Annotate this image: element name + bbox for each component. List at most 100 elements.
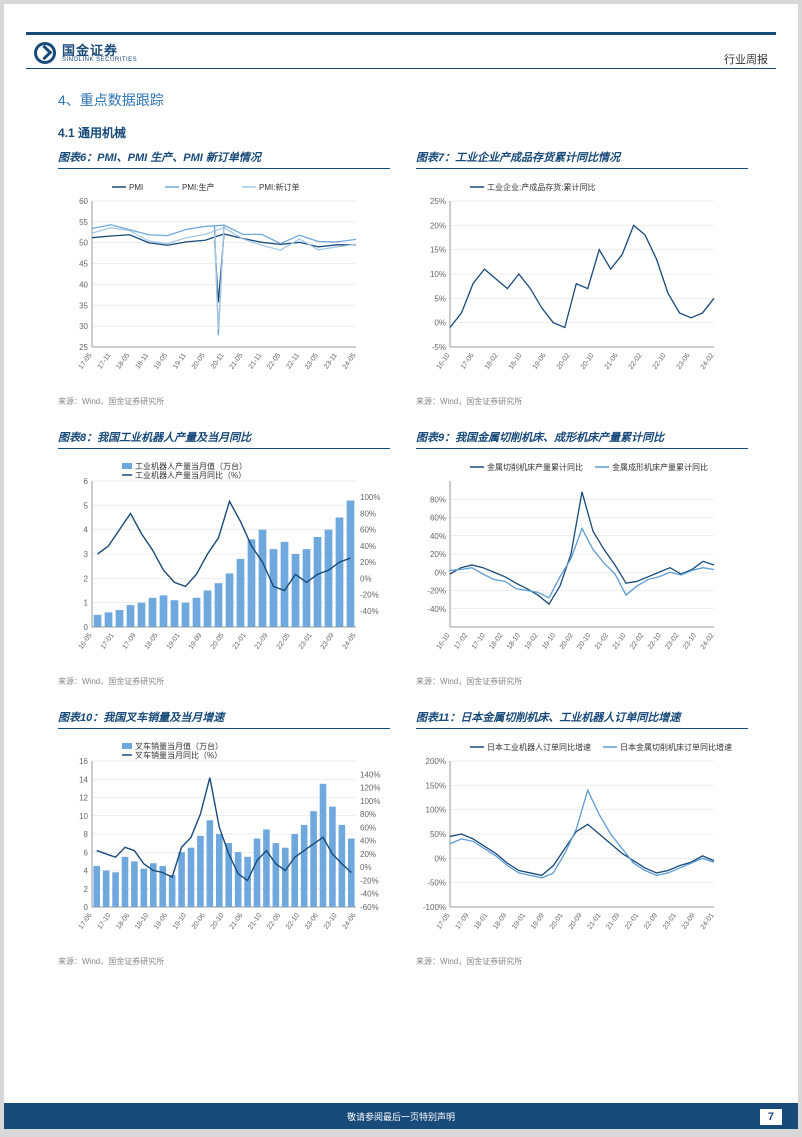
svg-text:22-05: 22-05 [266, 352, 282, 371]
svg-text:17-05: 17-05 [78, 352, 94, 371]
svg-text:0%: 0% [360, 574, 372, 583]
svg-text:20-09: 20-09 [568, 912, 584, 931]
svg-text:PMI:新订单: PMI:新订单 [259, 182, 299, 192]
chart-grid: 图表6：PMI、PMI 生产、PMI 新订单情况 253035404550556… [58, 149, 744, 967]
chart-svg: -5%0%5%10%15%20%25%16-1017-0618-0218-101… [416, 173, 748, 393]
top-bar [26, 32, 776, 35]
svg-text:21-01: 21-01 [586, 912, 602, 931]
chart-svg: -40%-20%0%20%40%60%80%16-1017-0217-1018-… [416, 453, 748, 673]
chart-svg: 0123456-40%-20%0%20%40%60%80%100%16-0517… [58, 453, 390, 673]
svg-text:100%: 100% [360, 493, 380, 502]
section-title: 4、重点数据跟踪 [58, 90, 744, 110]
svg-text:10%: 10% [430, 270, 446, 279]
svg-text:21-02: 21-02 [594, 632, 610, 651]
svg-text:20%: 20% [430, 221, 446, 230]
svg-text:4: 4 [84, 867, 89, 876]
svg-text:23-09: 23-09 [320, 632, 336, 651]
svg-text:35: 35 [79, 301, 88, 310]
footer: 敬请参阅最后一页特别声明 7 [4, 1103, 798, 1129]
chart-title: 图表8：我国工业机器人产量及当月同比 [58, 429, 390, 449]
chart-title: 图表6：PMI、PMI 生产、PMI 新订单情况 [58, 149, 390, 169]
svg-text:22-11: 22-11 [285, 352, 301, 370]
svg-text:17-09: 17-09 [454, 912, 470, 931]
chart-source: 来源：Wind，国金证券研究所 [416, 676, 748, 687]
svg-text:19-11: 19-11 [172, 352, 188, 370]
svg-text:25: 25 [79, 343, 88, 352]
svg-text:20-11: 20-11 [210, 352, 226, 370]
svg-text:工业企业:产成品存货:累计同比: 工业企业:产成品存货:累计同比 [487, 182, 595, 192]
header-rule [26, 68, 776, 69]
svg-text:工业机器人产量当月同比（%）: 工业机器人产量当月同比（%） [135, 470, 246, 480]
svg-text:120%: 120% [360, 784, 380, 793]
svg-text:17-10: 17-10 [471, 632, 487, 651]
chart-svg: 0246810121416-60%-40%-20%0%20%40%60%80%1… [58, 733, 390, 953]
svg-text:80%: 80% [360, 810, 376, 819]
svg-text:6: 6 [84, 848, 89, 857]
svg-text:23-05: 23-05 [304, 352, 320, 371]
svg-text:100%: 100% [426, 806, 446, 815]
chart-svg: -100%-50%0%50%100%150%200%17-0517-0918-0… [416, 733, 748, 953]
svg-text:-20%: -20% [360, 876, 379, 885]
svg-text:0%: 0% [434, 319, 446, 328]
svg-text:19-02: 19-02 [524, 632, 540, 651]
chart-title: 图表9：我国金属切削机床、成形机床产量累计同比 [416, 429, 748, 449]
svg-text:日本金属切削机床订单同比增速: 日本金属切削机床订单同比增速 [620, 742, 732, 752]
svg-text:100%: 100% [360, 797, 380, 806]
svg-text:21-05: 21-05 [228, 352, 244, 371]
chart-title: 图表7：工业企业产成品存货累计同比情况 [416, 149, 748, 169]
svg-text:23-09: 23-09 [681, 912, 697, 931]
svg-text:18-10: 18-10 [508, 352, 524, 371]
svg-text:50%: 50% [430, 830, 446, 839]
svg-text:17-01: 17-01 [100, 632, 116, 651]
svg-text:14: 14 [79, 775, 88, 784]
svg-text:19-01: 19-01 [511, 912, 527, 931]
svg-text:20%: 20% [430, 550, 446, 559]
chart-11: 图表11：日本金属切削机床、工业机器人订单同比增速 -100%-50%0%50%… [416, 709, 748, 967]
svg-text:0%: 0% [360, 863, 372, 872]
chart-source: 来源：Wind，国金证券研究所 [416, 396, 748, 407]
svg-text:PMI:生产: PMI:生产 [182, 182, 214, 192]
svg-text:24-01: 24-01 [700, 912, 716, 931]
svg-text:23-01: 23-01 [662, 912, 678, 931]
svg-text:PMI: PMI [129, 183, 143, 192]
svg-text:19-06: 19-06 [153, 912, 169, 931]
svg-text:24-05: 24-05 [342, 632, 358, 651]
svg-text:日本工业机器人订单同比增速: 日本工业机器人订单同比增速 [487, 742, 591, 752]
svg-text:22-10: 22-10 [285, 912, 301, 931]
chart-7: 图表7：工业企业产成品存货累计同比情况 -5%0%5%10%15%20%25%1… [416, 149, 748, 407]
svg-text:16: 16 [79, 757, 88, 766]
svg-text:17-09: 17-09 [122, 632, 138, 651]
svg-text:20-05: 20-05 [191, 352, 207, 371]
svg-text:20-10: 20-10 [576, 632, 592, 651]
svg-text:0: 0 [84, 623, 89, 632]
subsection-title: 4.1 通用机械 [58, 124, 744, 141]
footer-text: 敬请参阅最后一页特别声明 [347, 1110, 455, 1123]
logo: 国金证券 SINOLINK SECURITIES [34, 42, 137, 64]
svg-text:-40%: -40% [360, 607, 379, 616]
svg-text:140%: 140% [360, 770, 380, 779]
chart-title: 图表11：日本金属切削机床、工业机器人订单同比增速 [416, 709, 748, 729]
svg-text:150%: 150% [426, 781, 446, 790]
svg-text:21-09: 21-09 [605, 912, 621, 931]
svg-text:4: 4 [84, 526, 89, 535]
svg-text:-40%: -40% [427, 605, 446, 614]
svg-text:22-05: 22-05 [276, 632, 292, 651]
svg-text:5: 5 [84, 501, 89, 510]
svg-text:工业机器人产量当月值（万台）: 工业机器人产量当月值（万台） [135, 461, 247, 471]
svg-text:18-06: 18-06 [115, 912, 131, 931]
svg-text:20-01: 20-01 [549, 912, 565, 931]
svg-text:17-06: 17-06 [460, 352, 476, 371]
svg-text:18-02: 18-02 [484, 352, 500, 371]
svg-text:22-10: 22-10 [652, 352, 668, 371]
svg-text:20-10: 20-10 [580, 352, 596, 371]
svg-text:22-09: 22-09 [643, 912, 659, 931]
svg-text:-20%: -20% [427, 587, 446, 596]
svg-text:-60%: -60% [360, 903, 379, 912]
svg-text:60%: 60% [360, 526, 376, 535]
chart-10: 图表10：我国叉车销量及当月增速 0246810121416-60%-40%-2… [58, 709, 390, 967]
svg-text:18-10: 18-10 [134, 912, 150, 931]
logo-cn: 国金证券 [62, 44, 137, 57]
svg-text:22-02: 22-02 [628, 352, 644, 371]
chart-9: 图表9：我国金属切削机床、成形机床产量累计同比 -40%-20%0%20%40%… [416, 429, 748, 687]
svg-text:8: 8 [84, 830, 89, 839]
